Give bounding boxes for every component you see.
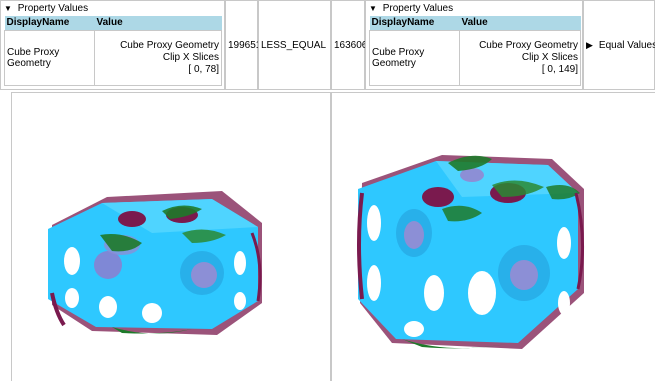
result-label: Equal Values [598, 39, 655, 51]
left-row-value: Cube Proxy Geometry Clip X Slices [ 0, 7… [94, 30, 222, 86]
right-col-value: Value [459, 16, 581, 31]
left-property-panel: ▼ Property Values DisplayName Value Cube… [0, 0, 225, 90]
left-row-name: Cube Proxy Geometry [4, 30, 95, 86]
compare-op-value: LESS_EQUAL [261, 39, 327, 51]
right-value-line1: Cube Proxy Geometry [479, 40, 578, 51]
left-volume-render-image [48, 191, 262, 335]
left-property-table: DisplayName Value Cube Proxy Geometry Cu… [4, 16, 222, 86]
right-col-displayname: DisplayName [369, 16, 460, 31]
expand-right-triangle-icon[interactable]: ▶ [586, 39, 593, 50]
right-volume-render-image [357, 155, 584, 349]
left-value-line2: Clip X Slices [162, 52, 219, 63]
right-render-view[interactable] [331, 92, 655, 381]
result-cell[interactable]: ▶ Equal Values [583, 0, 655, 90]
left-count-value: 199651 [228, 39, 262, 51]
left-col-displayname: DisplayName [4, 16, 95, 31]
left-render-view[interactable] [11, 92, 331, 381]
expand-triangle-icon[interactable]: ▼ [369, 4, 377, 13]
left-count-cell: 199651 [225, 0, 262, 90]
right-property-header[interactable]: ▼ Property Values [369, 3, 579, 16]
right-row-name: Cube Proxy Geometry [369, 30, 460, 86]
left-header-label: Property Values [17, 3, 89, 14]
right-value-line3: [ 0, 149] [541, 64, 578, 75]
left-property-header[interactable]: ▼ Property Values [4, 3, 221, 16]
expand-triangle-icon[interactable]: ▼ [4, 4, 12, 13]
property-comparison-row: ▼ Property Values DisplayName Value Cube… [0, 0, 655, 92]
table-row: Cube Proxy Geometry Cube Proxy Geometry … [369, 30, 581, 86]
compare-op-cell: LESS_EQUAL [258, 0, 331, 90]
right-row-value: Cube Proxy Geometry Clip X Slices [ 0, 1… [459, 30, 581, 86]
right-header-label: Property Values [382, 3, 454, 14]
right-count-cell: 163606 [331, 0, 368, 90]
left-col-value: Value [94, 16, 222, 31]
table-row: Cube Proxy Geometry Cube Proxy Geometry … [4, 30, 222, 86]
left-value-line1: Cube Proxy Geometry [120, 40, 219, 51]
right-value-line2: Clip X Slices [521, 52, 578, 63]
right-property-table: DisplayName Value Cube Proxy Geometry Cu… [369, 16, 581, 86]
left-value-line3: [ 0, 78] [188, 64, 219, 75]
right-count-value: 163606 [334, 39, 368, 51]
right-property-panel: ▼ Property Values DisplayName Value Cube… [365, 0, 583, 90]
